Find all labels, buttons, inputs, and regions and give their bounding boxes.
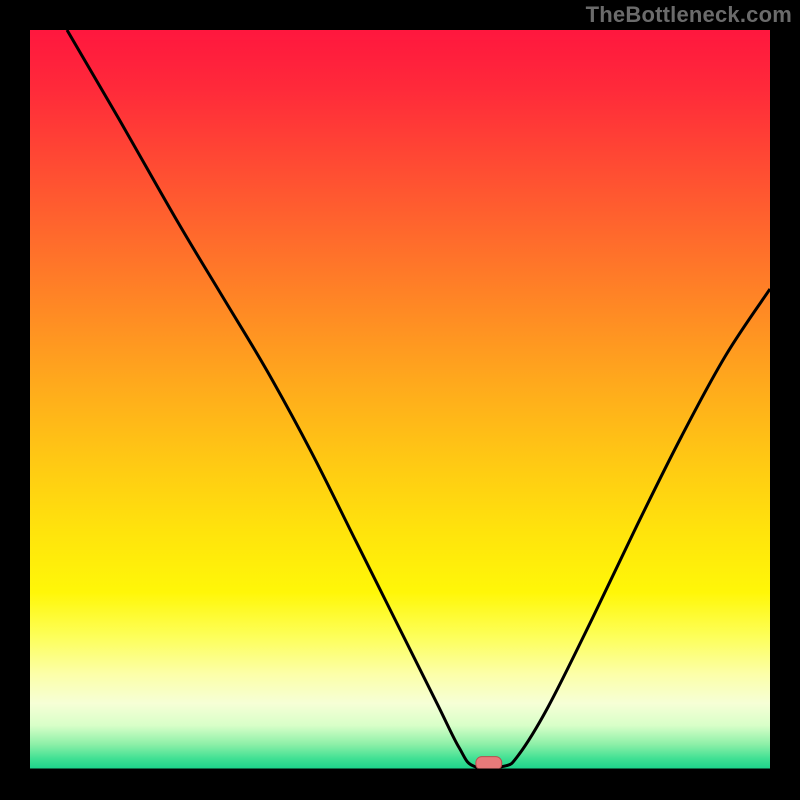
- gradient-background: [30, 30, 770, 770]
- chart-frame: TheBottleneck.com: [0, 0, 800, 800]
- valley-marker: [476, 757, 502, 770]
- bottleneck-chart: [0, 0, 800, 800]
